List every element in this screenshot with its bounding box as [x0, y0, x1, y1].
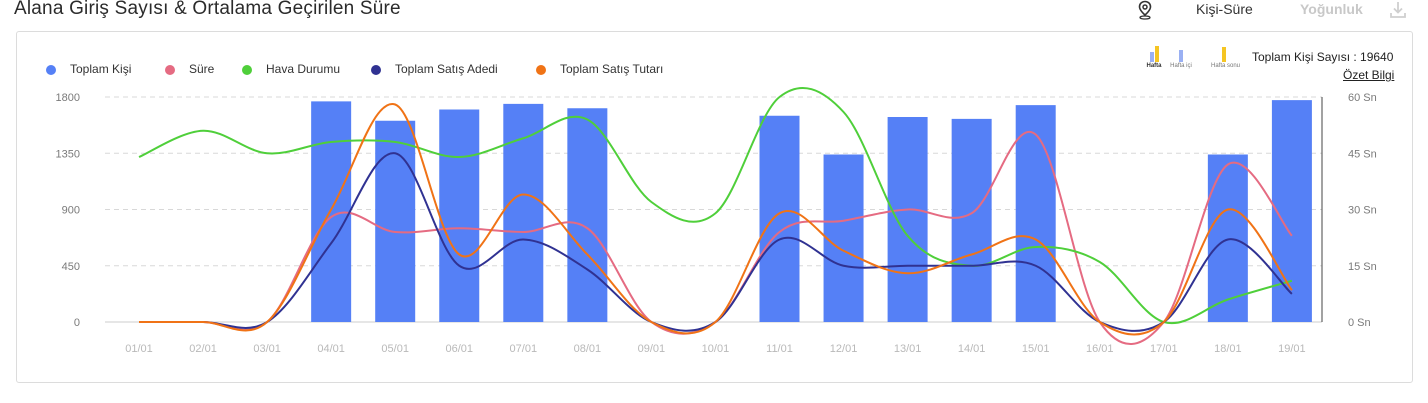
chart-title: Alana Giriş Sayısı & Ortalama Geçirilen … — [14, 0, 401, 19]
x-tick-label: 19/01 — [1278, 343, 1306, 355]
legend-label: Hava Durumu — [266, 62, 341, 76]
legend-dot — [371, 65, 381, 75]
bar — [439, 109, 480, 322]
bar — [759, 115, 800, 322]
x-tick-label: 17/01 — [1150, 343, 1178, 355]
legend-dot — [165, 65, 175, 75]
mode-kisi-sure-button[interactable]: Kişi-Süre — [1196, 1, 1253, 17]
y-left-tick-label: 0 — [74, 317, 80, 329]
x-tick-label: 08/01 — [574, 343, 602, 355]
axis-ticks: 0 0 Sn 450 15 Sn 900 30 Sn 1350 45 Sn 1800 60 Sn 0… — [56, 92, 1377, 355]
x-tick-label: 15/01 — [1022, 343, 1050, 355]
total-people-count: Toplam Kişi Sayısı : 19640 — [1252, 50, 1394, 64]
period-label: Hafta sonu — [1211, 63, 1241, 69]
bar — [375, 120, 416, 322]
x-tick-label: 05/01 — [381, 343, 409, 355]
period-hafta-ici-button[interactable]: Hafta içi — [1168, 44, 1194, 69]
period-label: Hafta — [1146, 63, 1162, 69]
bar — [1207, 154, 1248, 322]
series-line — [138, 87, 1293, 325]
hafta-sonu-bars-icon — [1211, 44, 1237, 62]
bar-series — [311, 100, 1312, 322]
period-hafta-sonu-button[interactable]: Hafta sonu — [1211, 44, 1241, 69]
x-tick-label: 06/01 — [445, 343, 473, 355]
bar — [567, 108, 608, 322]
x-tick-label: 02/01 — [189, 343, 217, 355]
bar — [951, 118, 992, 322]
legend-dot — [242, 65, 252, 75]
y-left-tick-label: 1800 — [56, 92, 80, 104]
x-tick-label: 16/01 — [1086, 343, 1114, 355]
legend-label: Toplam Satış Adedi — [395, 62, 498, 76]
bar — [503, 103, 544, 322]
y-right-tick-label: 60 Sn — [1348, 92, 1377, 104]
x-tick-label: 13/01 — [894, 343, 922, 355]
hafta-ici-bars-icon — [1168, 44, 1194, 62]
bar — [823, 154, 864, 322]
x-tick-label: 12/01 — [830, 343, 858, 355]
y-right-tick-label: 0 Sn — [1348, 317, 1371, 329]
y-right-tick-label: 15 Sn — [1348, 261, 1377, 273]
legend-dot — [46, 65, 56, 75]
legend-label: Süre — [189, 62, 215, 76]
grid-lines — [105, 96, 1323, 323]
download-icon[interactable] — [1388, 0, 1408, 20]
x-tick-label: 18/01 — [1214, 343, 1242, 355]
x-tick-label: 07/01 — [510, 343, 538, 355]
y-left-tick-label: 1350 — [56, 148, 80, 160]
line-series — [138, 87, 1293, 345]
hafta-bars-icon — [1141, 44, 1167, 62]
mode-yogunluk-button[interactable]: Yoğunluk — [1300, 1, 1363, 17]
location-pin-icon[interactable] — [1136, 0, 1154, 20]
period-hafta-button[interactable]: Hafta — [1141, 44, 1167, 69]
bar — [887, 117, 928, 322]
summary-link[interactable]: Özet Bilgi — [1343, 68, 1395, 82]
x-tick-label: 09/01 — [638, 343, 666, 355]
x-tick-label: 10/01 — [702, 343, 730, 355]
chart-panel — [16, 31, 1413, 383]
x-tick-label: 11/01 — [766, 343, 793, 355]
legend-dot — [536, 65, 546, 75]
legend-label: Toplam Kişi — [70, 62, 132, 76]
y-right-tick-label: 45 Sn — [1348, 148, 1377, 160]
legend-label: Toplam Satış Tutarı — [560, 62, 664, 76]
y-left-tick-label: 450 — [62, 261, 80, 273]
y-right-tick-label: 30 Sn — [1348, 205, 1377, 217]
bar — [1015, 105, 1056, 322]
x-tick-label: 04/01 — [317, 343, 345, 355]
y-left-tick-label: 900 — [62, 205, 80, 217]
period-label: Hafta içi — [1170, 63, 1192, 69]
series-line — [139, 103, 1293, 336]
x-tick-label: 14/01 — [958, 343, 986, 355]
x-tick-label: 01/01 — [125, 343, 153, 355]
x-tick-label: 03/01 — [253, 343, 281, 355]
